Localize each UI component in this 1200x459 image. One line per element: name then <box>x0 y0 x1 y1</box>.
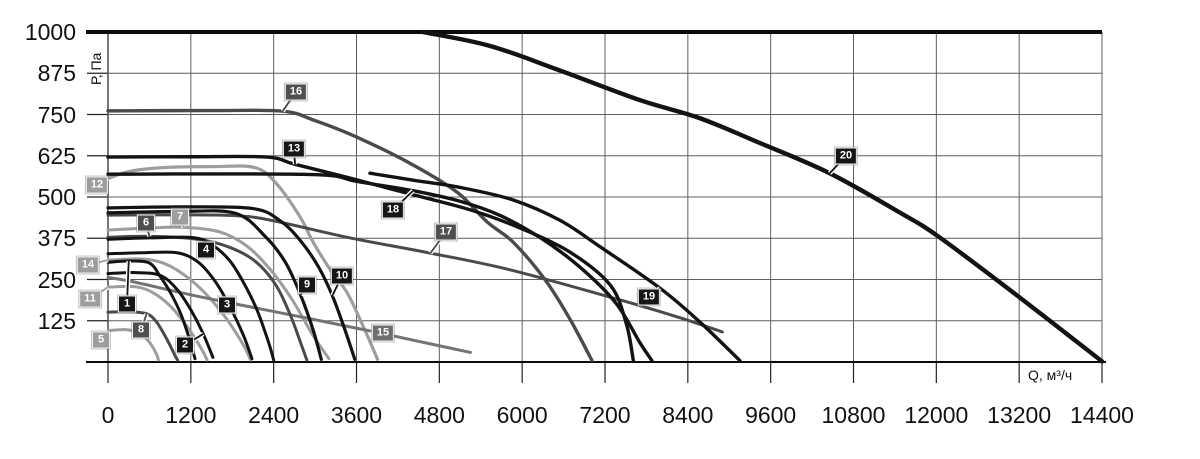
curve-label-13: 13 <box>282 140 306 158</box>
y-tick-label: 1000 <box>24 19 76 45</box>
y-tick-label: 625 <box>37 142 76 169</box>
y-tick-label: 125 <box>37 307 76 334</box>
x-tick-label: 1200 <box>165 402 217 428</box>
curve-label-14: 14 <box>76 256 100 274</box>
curve-16 <box>106 108 594 363</box>
curve-label-9: 9 <box>298 276 316 294</box>
curve-7 <box>106 225 331 361</box>
curve-label-18: 18 <box>381 201 405 219</box>
curve-label-20: 20 <box>834 147 858 165</box>
curve-3 <box>106 250 254 361</box>
curve-18 <box>106 172 654 363</box>
curve-11 <box>106 284 209 362</box>
curve-13 <box>106 154 636 363</box>
y-tick-label: 375 <box>37 225 76 252</box>
x-tick-label: 10800 <box>821 402 886 428</box>
curve-label-1: 1 <box>118 295 136 313</box>
curve-label-12: 12 <box>85 176 109 194</box>
x-axis-unit-label: Q, м³/ч <box>1028 367 1073 383</box>
curve-label-19: 19 <box>637 288 661 306</box>
x-tick-label: 2400 <box>248 402 300 428</box>
y-tick-label: 875 <box>37 60 76 87</box>
curve-15 <box>106 276 472 354</box>
curve-19 <box>368 171 742 363</box>
curve-label-6: 6 <box>137 214 155 232</box>
curve-label-5: 5 <box>92 331 110 349</box>
x-tick-label: 13200 <box>987 402 1052 428</box>
y-tick-label: 750 <box>37 101 76 128</box>
curve-label-16: 16 <box>284 83 308 101</box>
x-tick-label: 8400 <box>662 402 714 428</box>
x-tick-label: 14400 <box>1070 402 1134 428</box>
y-axis-unit-label: Р, Па <box>88 52 104 85</box>
curve-4 <box>106 235 276 362</box>
curve-20 <box>420 29 1105 364</box>
curve-label-15: 15 <box>371 324 395 342</box>
x-tick-label: 3600 <box>330 402 383 428</box>
curve-label-7: 7 <box>171 208 189 226</box>
curve-label-3: 3 <box>218 296 236 314</box>
x-tick-label: 12000 <box>904 402 969 428</box>
curve-label-2: 2 <box>176 336 194 354</box>
y-tick-label: 500 <box>37 184 76 210</box>
curve-label-8: 8 <box>132 321 150 339</box>
x-tick-label: 4800 <box>413 402 465 428</box>
x-tick-label: 0 <box>101 402 115 428</box>
curve-label-11: 11 <box>79 290 101 308</box>
curve-label-4: 4 <box>197 241 215 259</box>
curve-10 <box>106 205 357 361</box>
x-tick-label: 6000 <box>496 402 548 428</box>
curve-14 <box>106 257 253 362</box>
curve-12 <box>106 164 380 361</box>
curve-label-10: 10 <box>330 267 354 285</box>
curve-17 <box>106 213 724 334</box>
x-tick-label: 9600 <box>745 402 797 428</box>
y-tick-label: 250 <box>37 266 76 293</box>
curve-label-17: 17 <box>434 223 458 241</box>
x-tick-label: 7200 <box>579 402 631 428</box>
